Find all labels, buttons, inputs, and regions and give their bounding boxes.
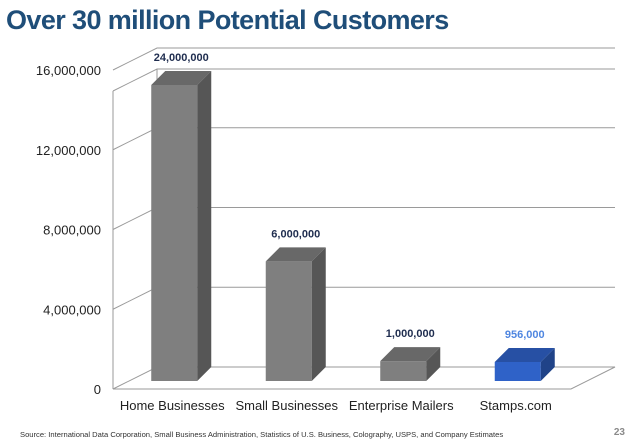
data-label: 24,000,000: [154, 52, 209, 64]
source-note: Source: International Data Corporation, …: [20, 430, 504, 439]
gridline-top: [112, 68, 615, 92]
y-tick-label: 4,000,000: [43, 302, 101, 317]
y-tick-label: 0: [94, 382, 101, 397]
bar-side: [311, 247, 326, 381]
bar-front: [380, 361, 427, 381]
x-axis-tick-labels: Home Businesses Small Businesses Enterpris…: [120, 398, 552, 413]
x-tick-label: Small Businesses: [235, 398, 338, 413]
bar-side: [197, 71, 212, 381]
x-tick-label: Stamps.com: [480, 398, 552, 413]
bar-top: [494, 347, 555, 362]
gridline: [112, 47, 615, 71]
bar: [151, 71, 212, 381]
page-number: 23: [613, 427, 625, 438]
data-label: 1,000,000: [386, 328, 435, 340]
bar: [265, 247, 326, 381]
data-label-layer: 24,000,000 6,000,000 1,000,000 956,000: [154, 52, 545, 341]
x-tick-label: Home Businesses: [120, 398, 225, 413]
bar-front: [494, 361, 541, 381]
data-label: 6,000,000: [271, 228, 320, 240]
x-tick-label: Enterprise Mailers: [349, 398, 454, 413]
page-title: Over 30 million Potential Customers: [6, 5, 449, 35]
bar-side: [540, 347, 555, 381]
y-tick-label: 12,000,000: [36, 143, 101, 158]
y-axis-tick-labels: 0 4,000,000 8,000,000 12,000,000 16,000,000: [36, 63, 101, 397]
bar-side: [426, 347, 441, 381]
bar-top: [265, 247, 326, 262]
y-tick-label: 8,000,000: [43, 223, 101, 238]
bar: [494, 347, 555, 381]
data-label: 956,000: [505, 329, 545, 341]
y-tick-label: 16,000,000: [36, 63, 101, 78]
bar: [380, 347, 441, 381]
bar-front: [151, 85, 198, 381]
bar-top: [151, 71, 212, 85]
bar-top: [380, 347, 441, 362]
bar-layer: [151, 71, 555, 381]
bar-front: [265, 261, 312, 381]
